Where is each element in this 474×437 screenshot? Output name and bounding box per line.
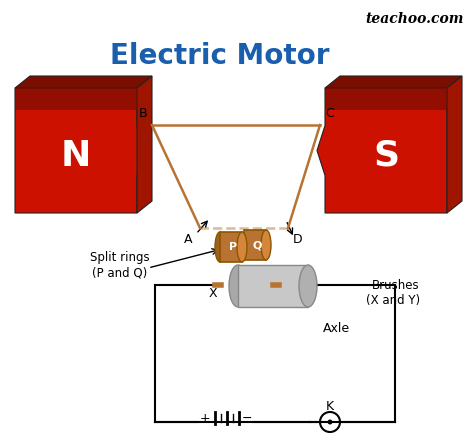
Text: P: P bbox=[229, 242, 237, 252]
Polygon shape bbox=[220, 232, 242, 262]
Polygon shape bbox=[238, 265, 308, 307]
Text: D: D bbox=[293, 233, 302, 246]
Text: N: N bbox=[61, 139, 91, 173]
Text: Split rings
(P and Q): Split rings (P and Q) bbox=[90, 251, 150, 279]
Polygon shape bbox=[447, 76, 462, 213]
Text: Y: Y bbox=[284, 280, 292, 293]
Polygon shape bbox=[317, 88, 447, 213]
Polygon shape bbox=[244, 230, 266, 260]
Text: K: K bbox=[326, 400, 334, 413]
Text: X: X bbox=[209, 287, 217, 300]
Text: C: C bbox=[325, 107, 334, 120]
Polygon shape bbox=[15, 76, 152, 88]
Text: Axle: Axle bbox=[323, 322, 350, 335]
Text: A: A bbox=[183, 233, 192, 246]
Polygon shape bbox=[15, 88, 145, 213]
Ellipse shape bbox=[299, 265, 317, 307]
Circle shape bbox=[328, 420, 332, 424]
Text: Electric Motor: Electric Motor bbox=[110, 42, 330, 70]
Text: B: B bbox=[138, 107, 147, 120]
Polygon shape bbox=[325, 88, 447, 110]
Polygon shape bbox=[15, 88, 137, 110]
Text: teachoo.com: teachoo.com bbox=[366, 12, 464, 26]
Polygon shape bbox=[137, 76, 152, 213]
Polygon shape bbox=[325, 76, 462, 88]
Ellipse shape bbox=[229, 265, 247, 307]
Ellipse shape bbox=[215, 232, 225, 262]
Text: +: + bbox=[200, 412, 210, 424]
Ellipse shape bbox=[261, 230, 271, 260]
Text: S: S bbox=[373, 139, 399, 173]
Text: Q: Q bbox=[252, 240, 262, 250]
Ellipse shape bbox=[237, 232, 247, 262]
Text: Brushes
(X and Y): Brushes (X and Y) bbox=[366, 279, 420, 307]
Text: −: − bbox=[242, 412, 252, 424]
